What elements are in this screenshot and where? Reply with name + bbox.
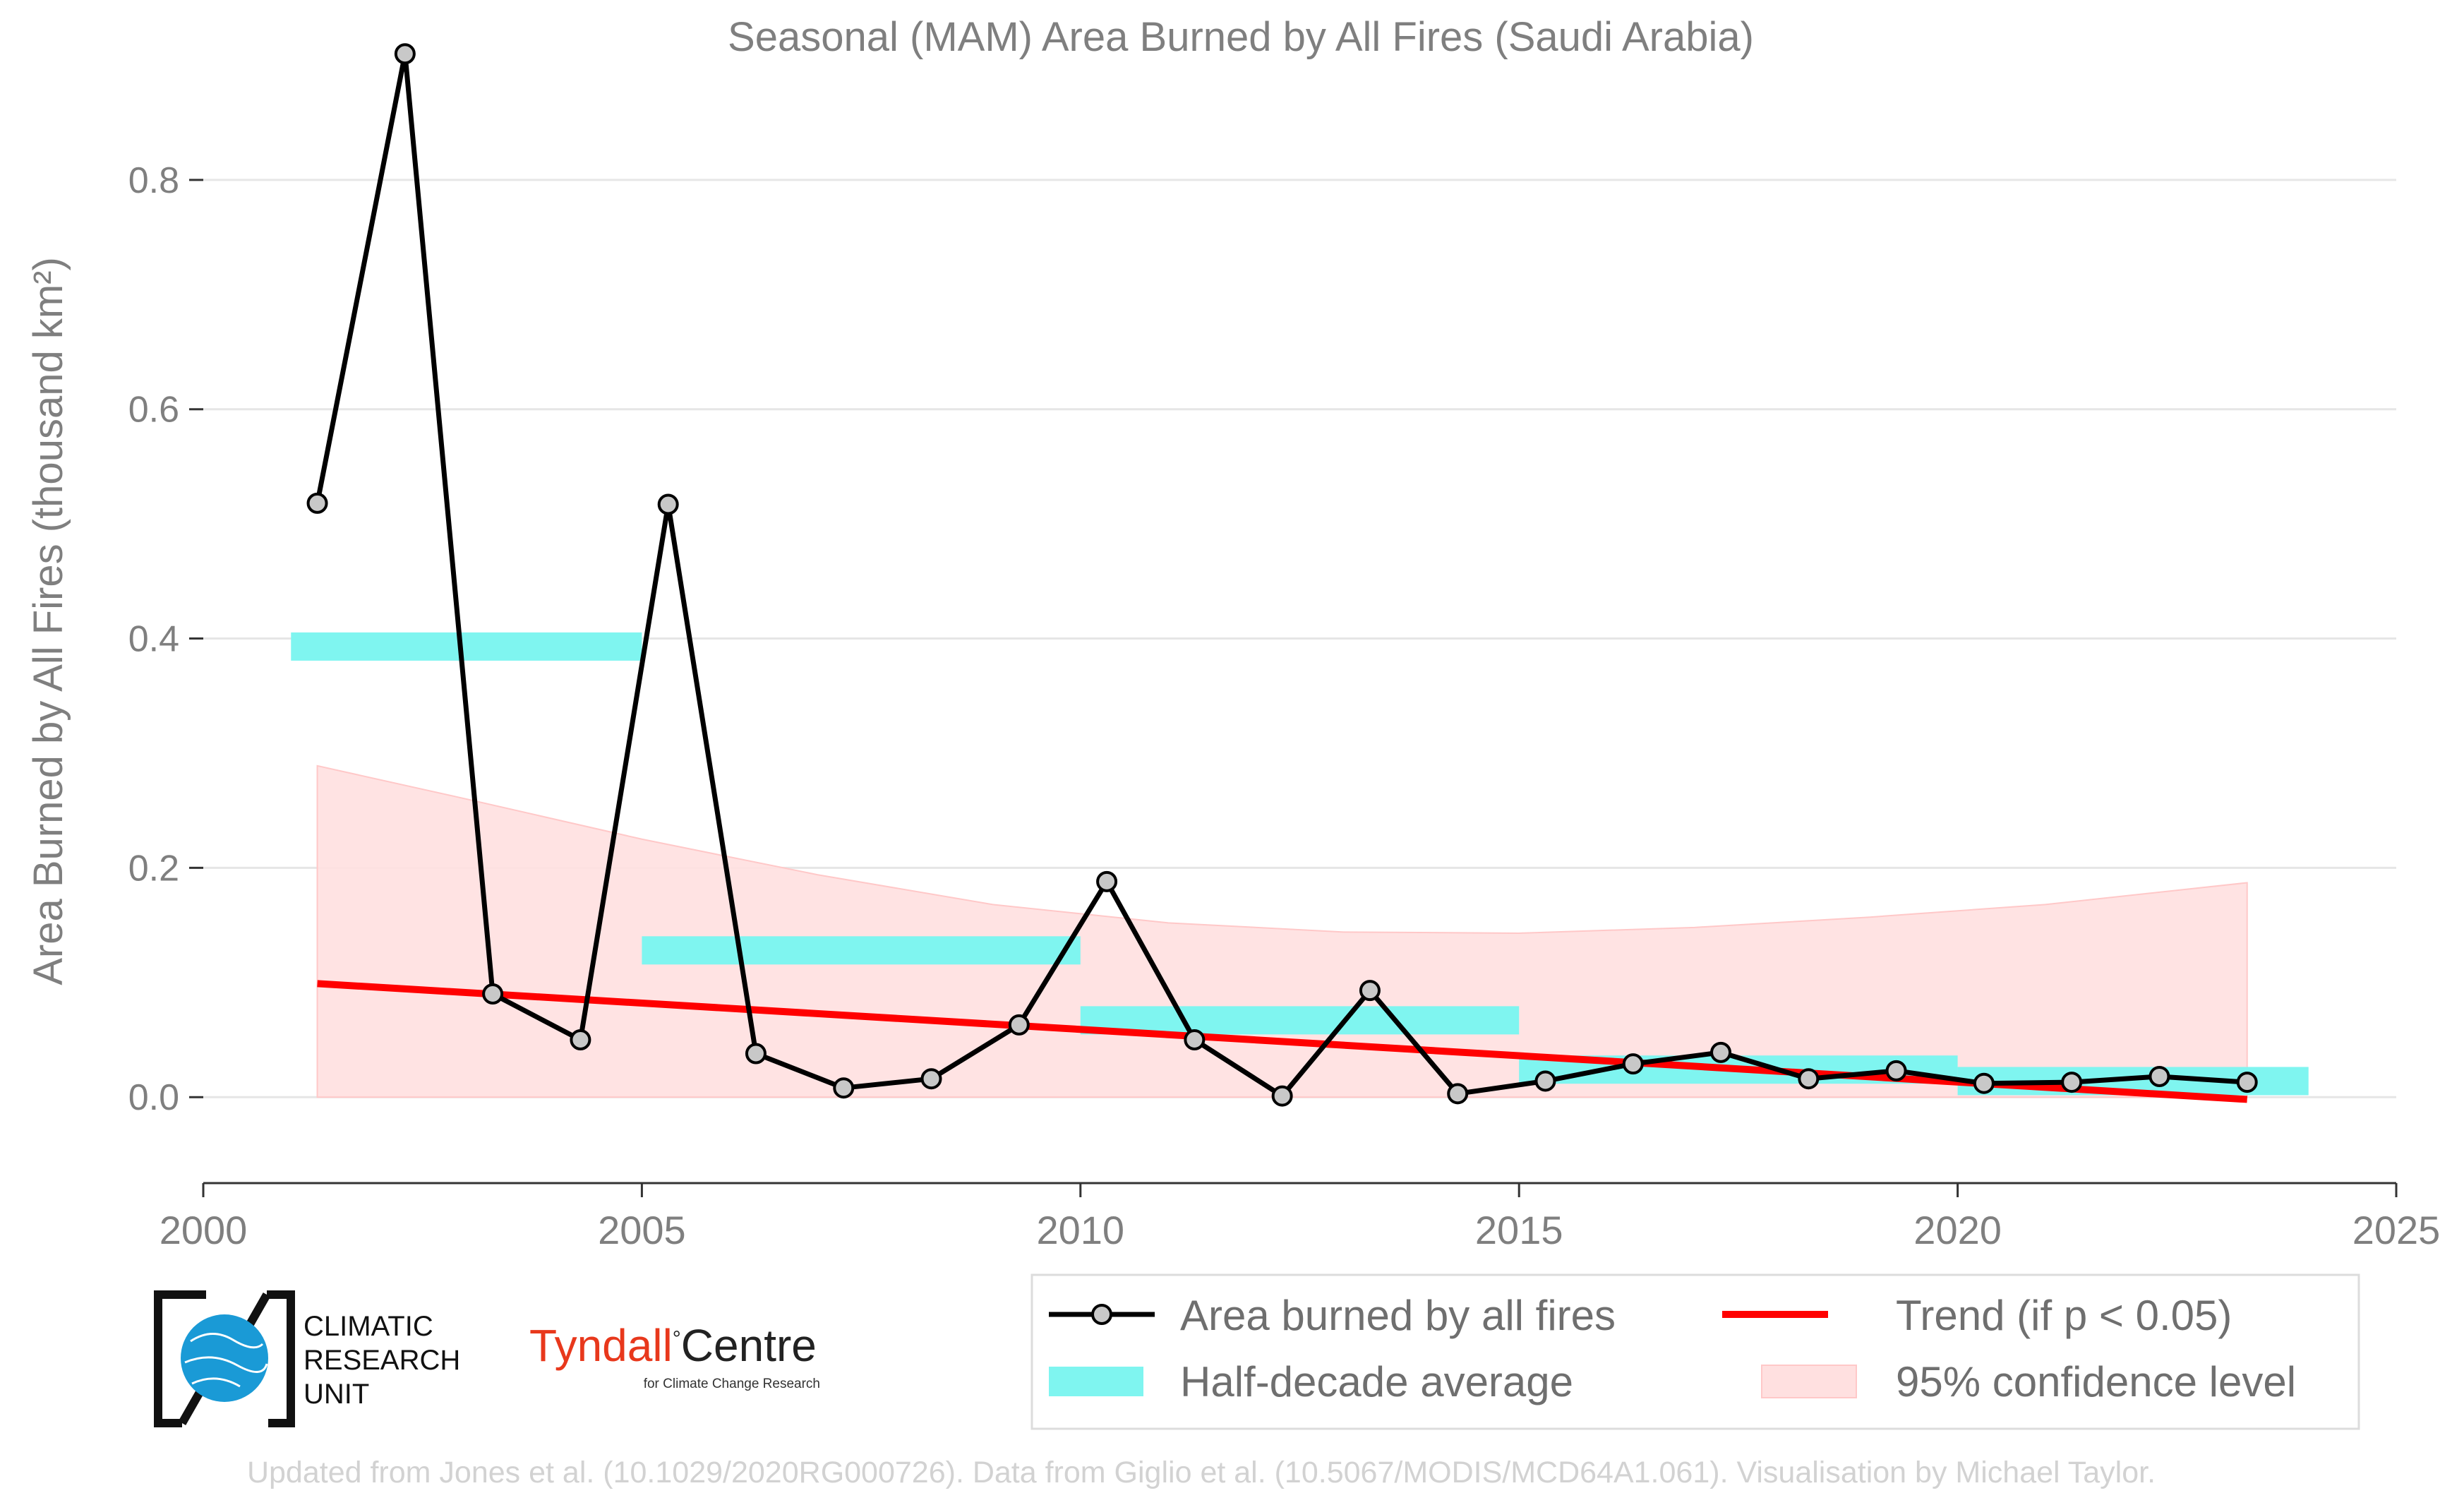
legend-frame bbox=[1030, 1273, 2360, 1430]
y-tick-label: 0.8 bbox=[128, 160, 179, 201]
data-point bbox=[2149, 1065, 2170, 1087]
x-tick-label: 2005 bbox=[598, 1208, 686, 1252]
y-tick-labels: 0.0 0.2 0.4 0.6 0.8 bbox=[128, 160, 179, 1118]
globe-icon bbox=[181, 1314, 268, 1402]
cru-line-3: UNIT bbox=[304, 1379, 369, 1410]
data-point bbox=[1622, 1053, 1644, 1075]
confidence-band-layer bbox=[316, 765, 2248, 1098]
data-point bbox=[394, 43, 416, 65]
legend-label-trend: Trend (if p < 0.05) bbox=[1896, 1292, 2232, 1339]
tyndall-subtitle: for Climate Change Research bbox=[644, 1377, 820, 1391]
x-tick-label: 2010 bbox=[1037, 1208, 1125, 1252]
data-point bbox=[1184, 1029, 1206, 1050]
data-point bbox=[1798, 1068, 1820, 1090]
data-point bbox=[1885, 1060, 1907, 1081]
data-point bbox=[1447, 1083, 1469, 1105]
trend-line bbox=[317, 980, 2248, 1103]
data-point bbox=[2236, 1072, 2258, 1093]
credit-line: Updated from Jones et al. (10.1029/2020R… bbox=[247, 1456, 2156, 1489]
chart-title: Seasonal (MAM) Area Burned by All Fires … bbox=[728, 14, 1754, 60]
half-decade-bar bbox=[1080, 1006, 1520, 1035]
data-point bbox=[657, 493, 679, 515]
x-tick-label: 2015 bbox=[1475, 1208, 1563, 1252]
legend-label-series: Area burned by all fires bbox=[1180, 1292, 1616, 1339]
data-point bbox=[570, 1029, 591, 1050]
legend-label-confidence: 95% confidence level bbox=[1896, 1358, 2296, 1405]
axes bbox=[189, 179, 2398, 1197]
data-point bbox=[2061, 1072, 2083, 1093]
tyndall-wordmark: Tyndall°Centre bbox=[529, 1320, 817, 1371]
y-tick-label: 0.0 bbox=[128, 1077, 179, 1118]
data-point bbox=[1710, 1041, 1732, 1063]
cru-logo: CLIMATIC RESEARCH UNIT bbox=[154, 1290, 460, 1427]
legend-swatch-half-decade bbox=[1049, 1367, 1143, 1396]
data-point bbox=[306, 492, 328, 514]
y-axis-label: Area Burned by All Fires (thousand km²) bbox=[25, 257, 71, 985]
data-point bbox=[1973, 1072, 1995, 1094]
legend-swatch-series-marker bbox=[1091, 1304, 1112, 1325]
data-point bbox=[745, 1043, 767, 1065]
data-point bbox=[1008, 1014, 1030, 1036]
y-tick-label: 0.2 bbox=[128, 848, 179, 889]
legend-label-half-decade: Half-decade average bbox=[1180, 1358, 1573, 1405]
y-tick-label: 0.4 bbox=[128, 619, 179, 660]
half-decade-bar bbox=[291, 632, 642, 661]
cru-line-1: CLIMATIC bbox=[304, 1311, 433, 1342]
data-point bbox=[1271, 1085, 1293, 1107]
y-tick-label: 0.6 bbox=[128, 390, 179, 431]
data-point bbox=[833, 1077, 855, 1099]
trend-layer bbox=[317, 980, 2248, 1103]
data-point bbox=[1096, 870, 1118, 892]
x-tick-label: 2020 bbox=[1913, 1208, 2002, 1252]
cru-line-2: RESEARCH bbox=[304, 1345, 460, 1376]
data-point bbox=[920, 1068, 942, 1090]
x-tick-label: 2025 bbox=[2352, 1208, 2441, 1252]
legend-swatch-confidence bbox=[1761, 1365, 1857, 1398]
x-tick-labels: 2000 2005 2010 2015 2020 2025 bbox=[160, 1208, 2441, 1252]
half-decade-bar bbox=[642, 936, 1081, 965]
data-point bbox=[482, 983, 504, 1005]
legend: Area burned by all fires Trend (if p < 0… bbox=[1030, 1273, 2360, 1430]
x-tick-label: 2000 bbox=[160, 1208, 248, 1252]
globe-pattern bbox=[184, 1333, 268, 1388]
tyndall-logo: Tyndall°Centre for Climate Change Resear… bbox=[529, 1320, 820, 1391]
data-point bbox=[1359, 980, 1381, 1002]
confidence-band bbox=[316, 765, 2248, 1098]
data-point bbox=[1534, 1070, 1556, 1092]
series-layer bbox=[306, 43, 2258, 1107]
